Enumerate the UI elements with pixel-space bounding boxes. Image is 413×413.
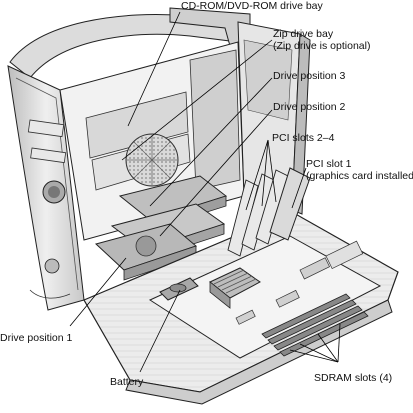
label-pci-slot-1-line1: PCI slot 1: [306, 158, 352, 170]
leader-sdram-a: [289, 349, 339, 363]
board-components: [235, 240, 364, 325]
label-drive-position-2: Drive position 2: [273, 101, 346, 113]
leader-pci-2-4-a: [245, 139, 269, 211]
label-sdram-slots: SDRAM slots (4): [314, 372, 393, 384]
leader-zip-bay: [121, 39, 273, 161]
tower-front-panel: [7, 65, 85, 311]
tower-top-rear-panel: [237, 21, 311, 215]
label-zip-drive-bay-line1: Zip drive bay: [273, 28, 334, 40]
leader-battery: [139, 289, 181, 373]
label-drive-position-3: Drive position 3: [273, 70, 346, 82]
label-cdrom-drive-bay: CD-ROM/DVD-ROM drive bay: [181, 0, 323, 12]
leader-sdram-d: [337, 323, 341, 363]
leader-drive-position-2: [159, 109, 273, 237]
leader-cdrom-bay: [127, 11, 181, 127]
leader-sdram-c: [317, 333, 339, 363]
leader-drive-position-3: [149, 77, 273, 207]
battery: [159, 277, 199, 301]
label-pci-slot-1-line2: (graphics card installed): [306, 170, 413, 182]
leader-pci-2-4-b: [261, 139, 269, 207]
leader-pci-2-4-c: [267, 139, 277, 203]
label-drive-position-1: Drive position 1: [0, 332, 73, 344]
leader-pci-slot-1: [291, 167, 307, 209]
leader-sdram-b: [299, 343, 339, 363]
heat-sink: [209, 267, 261, 309]
label-battery: Battery: [110, 376, 144, 388]
label-pci-slots-2-4: PCI slots 2–4: [272, 132, 335, 144]
label-zip-drive-bay: Zip drive bay (Zip drive is optional): [273, 28, 370, 52]
callout-leader-lines: [69, 11, 341, 373]
label-zip-drive-bay-line2: (Zip drive is optional): [273, 40, 371, 52]
leader-drive-position-1: [69, 257, 127, 327]
label-pci-slot-1: PCI slot 1 (graphics card installed): [306, 158, 413, 182]
hard-drive-position-1: [94, 223, 198, 281]
